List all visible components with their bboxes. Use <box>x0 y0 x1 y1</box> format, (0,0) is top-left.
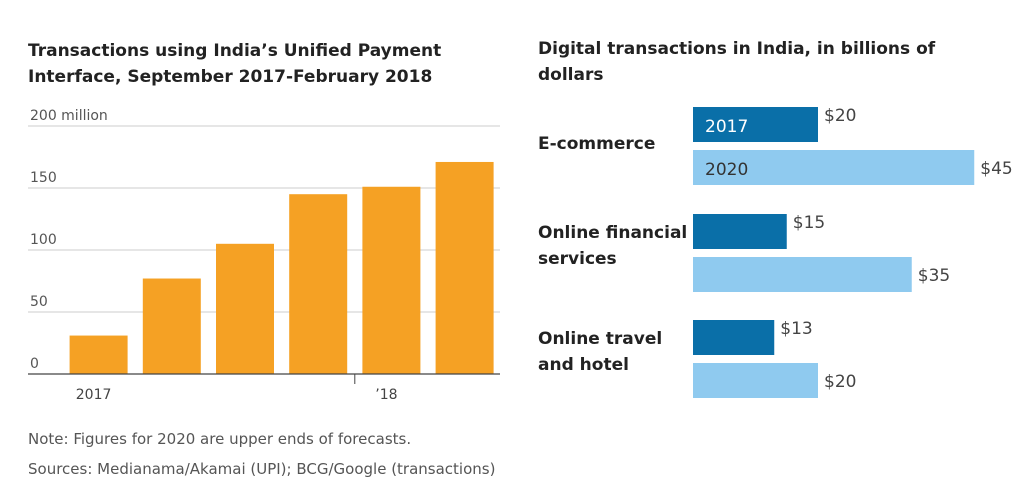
bar <box>362 186 421 374</box>
y-tick-label: 0 <box>30 356 39 372</box>
bar <box>693 320 775 355</box>
value-label: $20 <box>824 106 856 126</box>
x-tick-label: ’18 <box>375 387 397 403</box>
bar <box>69 335 128 374</box>
bar <box>693 363 818 398</box>
bar <box>435 161 494 374</box>
bar <box>693 257 912 292</box>
value-label: $20 <box>824 372 856 392</box>
value-label: $13 <box>780 319 812 339</box>
x-tick-label: 2017 <box>76 387 112 403</box>
bar <box>693 150 975 185</box>
value-label: $15 <box>793 213 825 233</box>
legend-label: 2017 <box>705 117 748 137</box>
chart-title: Transactions using India’s Unified Payme… <box>28 41 442 87</box>
y-tick-label: 50 <box>30 294 48 310</box>
category-label: Online travel and hotel <box>538 329 663 375</box>
bar <box>142 278 201 374</box>
value-label: $35 <box>918 266 950 286</box>
bar <box>693 107 818 142</box>
bar <box>216 243 274 374</box>
y-tick-label: 100 <box>30 232 57 248</box>
y-tick-label: 200 million <box>30 108 108 124</box>
y-tick-label: 150 <box>30 170 57 186</box>
bar <box>693 214 787 249</box>
category-label: Online financial services <box>538 223 688 269</box>
category-label: E-commerce <box>538 134 656 154</box>
bar <box>289 194 348 374</box>
legend-label: 2020 <box>705 160 748 180</box>
sources: Sources: Medianama/Akamai (UPI); BCG/Goo… <box>28 460 496 478</box>
value-label: $45 <box>980 159 1012 179</box>
note: Note: Figures for 2020 are upper ends of… <box>28 430 412 448</box>
chart-title: Digital transactions in India, in billio… <box>538 39 936 85</box>
